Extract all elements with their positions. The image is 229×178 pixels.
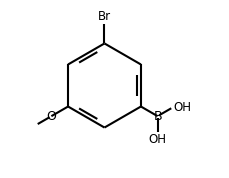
Text: O: O — [46, 110, 56, 123]
Text: OH: OH — [148, 133, 166, 146]
Text: Br: Br — [98, 10, 111, 23]
Text: OH: OH — [172, 101, 190, 114]
Text: B: B — [153, 110, 161, 123]
